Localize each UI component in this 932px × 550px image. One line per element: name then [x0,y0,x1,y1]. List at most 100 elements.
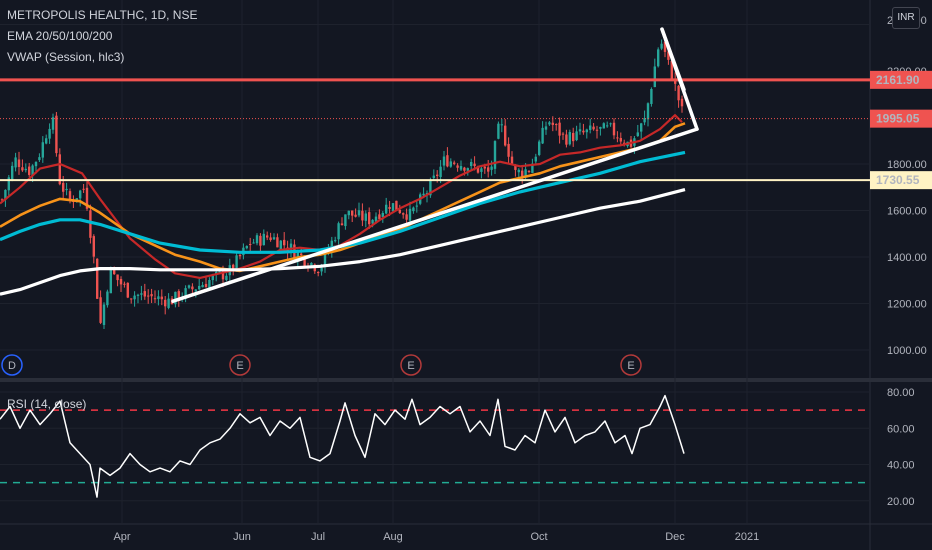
candle-body [249,244,252,246]
candle-body [476,166,480,173]
ema-line-ema-20 [0,114,683,279]
candle-body [453,162,456,164]
event-marker-e [400,354,422,376]
candle-body [391,203,395,212]
candle-body [41,142,44,158]
candle-body [21,167,24,171]
candle-body [459,166,463,170]
candle-body [106,291,109,306]
price-tag-bg [870,171,932,190]
candle-body [133,295,136,300]
candle-body [45,138,48,144]
candle-body [493,141,497,169]
candle-body [663,41,667,52]
rsi-legend[interactable]: RSI (14, close) [7,397,87,411]
candle-body [184,288,187,299]
candle-body [340,223,344,226]
candle-body [680,98,684,107]
candle-body [599,126,602,129]
candle-body [55,115,58,154]
rsi-tick-label: 80.00 [887,387,915,399]
candle-body [266,235,269,238]
candle-body [602,123,605,129]
time-tick-label: 2021 [735,531,759,543]
candle-body [582,130,585,133]
candle-body [422,193,425,196]
candle-body [28,166,31,175]
rsi-pane [0,391,870,502]
candle-body [164,299,167,307]
candle-body [470,161,473,167]
candle-body [116,274,119,281]
candle-body [323,252,327,267]
candle-body [96,258,99,299]
price-tick-label: 1400.00 [887,252,927,264]
candle-body [368,212,371,225]
event-marker-label: D [8,360,16,372]
candle-body [456,165,459,168]
candle-body [385,204,388,214]
candle-body [490,166,493,170]
candle-body [14,157,17,168]
candle-body [238,254,242,257]
price-tick-label: 1800.00 [887,159,927,171]
candle-body [616,137,619,139]
candle-body [279,240,282,250]
candle-body [283,239,286,246]
price-tick-label: 1000.00 [887,345,927,357]
candle-body [561,133,565,135]
candle-body [167,298,170,308]
candle-body [194,289,197,292]
time-tick-label: Apr [113,531,130,543]
event-marker-d [1,354,23,376]
candle-body [11,165,14,180]
candle-body [201,285,204,288]
candle-body [497,123,500,139]
candle-body [442,156,446,166]
candle-body [643,117,646,123]
candle-body [402,213,405,215]
candle-body [99,297,102,323]
candle-body [378,214,381,220]
candle-body [7,177,10,191]
candle-body [51,117,55,130]
candle-body [38,157,41,161]
candle-body [504,125,507,146]
candle-body [657,49,660,67]
candle-body [677,85,680,101]
candle-body [446,155,449,167]
trendline [171,127,699,303]
candle-body [119,278,123,285]
candle-body [517,169,520,173]
candle-body [157,296,160,300]
candle-body [289,243,293,250]
candles [0,39,684,329]
vwap-legend[interactable]: VWAP (Session, hlc3) [7,50,125,64]
currency-badge[interactable]: INR [892,7,920,29]
candle-body [585,129,588,133]
candle-body [572,132,575,142]
candle-body [500,124,503,126]
ema-legend[interactable]: EMA 20/50/100/200 [7,29,113,43]
candle-body [527,171,531,173]
rsi-line [0,394,685,498]
candle-body [344,214,347,227]
candle-body [463,167,466,171]
price-tick-label: 1600.00 [887,206,927,218]
time-tick-label: Oct [530,531,547,543]
candle-body [473,163,476,167]
candle-body [364,213,367,221]
time-tick-label: Jul [311,531,325,543]
candle-body [592,126,595,130]
event-marker-label: E [407,360,414,372]
candle-body [589,125,592,130]
candle-body [357,210,361,216]
candle-body [245,245,248,249]
candle-body [541,127,544,144]
candle-body [606,125,609,127]
candle-body [480,168,483,172]
candle-body [153,298,157,300]
